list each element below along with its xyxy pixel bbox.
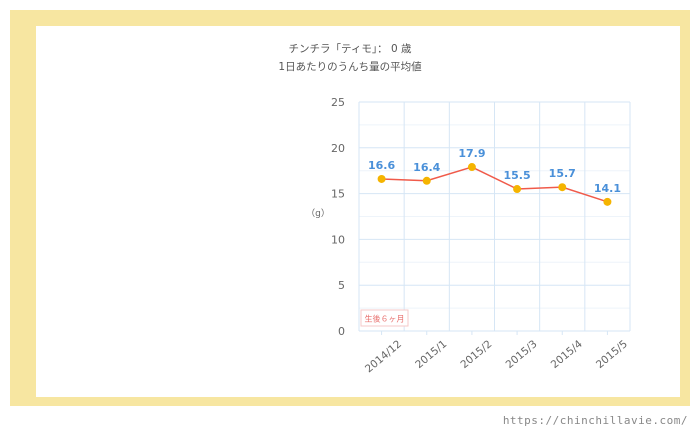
data-label: 15.7 xyxy=(549,167,576,180)
chart-card xyxy=(36,26,680,397)
y-tick-label: 5 xyxy=(338,279,345,292)
chart-title: チンチラ「ティモ」： 0 歳 xyxy=(288,43,412,55)
site-url: https://chinchillavie.com/ xyxy=(502,414,688,427)
y-tick-label: 10 xyxy=(331,233,345,246)
x-tick-label: 2015/2 xyxy=(458,338,494,371)
y-tick-label: 25 xyxy=(331,96,345,109)
frame-border xyxy=(10,10,690,406)
y-tick-label: 0 xyxy=(338,325,345,338)
y-tick-label: 15 xyxy=(331,188,345,201)
chart-subtitle: 1日あたりのうんち量の平均値 xyxy=(278,61,422,73)
data-point xyxy=(422,176,431,185)
y-axis-label: （g） xyxy=(306,208,330,219)
x-tick-label: 2014/12 xyxy=(363,338,404,375)
annotation-label: 生後６ヶ月 xyxy=(365,314,405,324)
data-point xyxy=(513,185,522,194)
y-tick-label: 20 xyxy=(331,142,345,155)
data-point xyxy=(377,174,386,183)
data-point xyxy=(558,183,567,192)
data-label: 15.5 xyxy=(504,169,531,182)
x-tick-label: 2015/5 xyxy=(594,338,630,371)
x-tick-label: 2015/3 xyxy=(504,338,540,371)
series-line xyxy=(381,166,608,203)
data-point xyxy=(603,197,612,206)
data-label: 14.1 xyxy=(594,182,621,195)
x-tick-label: 2015/4 xyxy=(549,338,585,371)
data-label: 17.9 xyxy=(458,147,485,160)
data-point xyxy=(467,163,476,172)
data-label: 16.4 xyxy=(413,161,440,174)
x-tick-label: 2015/1 xyxy=(413,338,449,371)
annotation-box xyxy=(360,309,409,327)
data-label: 16.6 xyxy=(368,159,395,172)
